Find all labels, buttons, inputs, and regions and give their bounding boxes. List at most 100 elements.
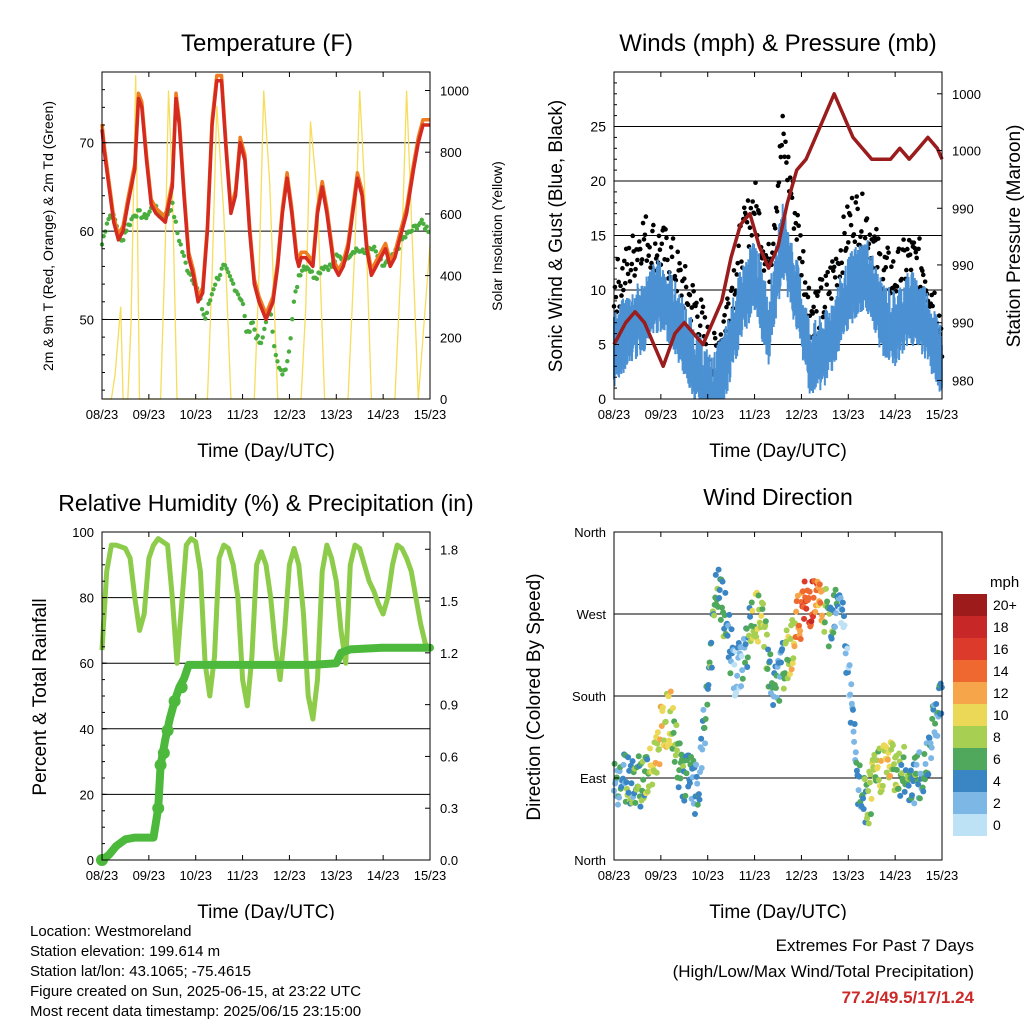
y2-tick-label: 0 [440, 392, 447, 407]
gust-point [855, 206, 860, 212]
direction-point [805, 595, 812, 602]
dewpoint-point [235, 292, 241, 297]
direction-point [927, 740, 934, 747]
gust-point [681, 276, 687, 281]
gust-point [791, 226, 797, 231]
y-tick-label: 15 [590, 228, 606, 244]
direction-point [632, 799, 639, 806]
direction-point [655, 746, 662, 753]
dewpoint-point [209, 292, 215, 297]
y2-tick-label: 0.0 [440, 853, 458, 868]
direction-point [722, 589, 729, 596]
gust-point [849, 195, 855, 201]
precipitation-point [157, 746, 170, 759]
x-tick-label: 09/23 [645, 407, 678, 422]
direction-point [744, 664, 751, 671]
y-tick-label: 0 [87, 853, 94, 868]
y-tick-label: 5 [598, 337, 606, 353]
direction-point [839, 599, 846, 606]
gust-point [795, 212, 800, 218]
gust-point [911, 240, 917, 245]
gust-point [687, 292, 693, 298]
x-tick-label: 10/23 [691, 407, 724, 422]
direction-point [659, 704, 666, 711]
gust-point [643, 214, 649, 219]
y2-tick-label: 0.6 [440, 749, 458, 764]
x-tick-label: 12/23 [273, 868, 306, 883]
extremes-subtitle: (High/Low/Max Wind/Total Precipitation) [672, 962, 974, 981]
direction-point [788, 666, 795, 673]
direction-point [721, 612, 728, 619]
gust-point [734, 272, 740, 277]
direction-point [901, 743, 908, 750]
direction-point [753, 633, 760, 640]
gust-point [731, 268, 737, 273]
direction-point [913, 761, 920, 768]
gust-point [648, 265, 653, 270]
gust-point [799, 272, 804, 278]
direction-point [739, 675, 746, 682]
direction-point [700, 706, 707, 713]
x-tick-label: 12/23 [785, 407, 818, 422]
direction-point [837, 594, 844, 601]
timestamp-text: Most recent data timestamp: 2025/06/15 2… [30, 1003, 362, 1020]
direction-point [801, 578, 808, 585]
gust-point [647, 245, 652, 250]
gust-point [811, 304, 816, 310]
dewpoint-point [142, 211, 147, 217]
direction-point [743, 625, 750, 632]
direction-point [724, 632, 731, 639]
y-tick-label: 10 [590, 282, 606, 298]
direction-point [681, 797, 688, 804]
direction-point [925, 771, 932, 778]
gust-point [772, 225, 778, 231]
direction-point [867, 771, 874, 778]
gust-point [637, 239, 642, 244]
gust-point [913, 249, 919, 255]
figure-canvas: Temperature (F) 08/23 09/23 10/23 11/23 12/2… [30, 30, 1024, 920]
direction-point [897, 792, 904, 799]
y-tick-label: 40 [80, 722, 94, 737]
dewpoint-point [176, 238, 182, 244]
dewpoint-point [263, 319, 269, 325]
direction-point [879, 782, 886, 789]
gust-point [668, 244, 674, 250]
y2-tick-label: 1000 [440, 84, 469, 99]
direction-point [865, 820, 872, 827]
gust-point [845, 240, 851, 245]
gust-point [682, 263, 688, 269]
dewpoint-point [217, 272, 223, 278]
dewpoint-point [222, 263, 228, 268]
gust-point [794, 237, 800, 242]
direction-point [670, 729, 677, 736]
temperature-xlabel: Time (Day/UTC) [197, 441, 335, 462]
direction-point [833, 610, 840, 617]
direction-point [667, 688, 674, 695]
gust-point [650, 228, 655, 234]
legend-label: 0 [993, 817, 1001, 833]
gust-point [744, 219, 750, 225]
dewpoint-point [293, 289, 298, 294]
gust-point [842, 230, 847, 236]
direction-point [846, 662, 853, 669]
direction-point [708, 664, 715, 671]
direction-point [705, 681, 712, 688]
dewpoint-point [278, 367, 283, 373]
direction-point [850, 728, 857, 735]
dewpoint-point [173, 219, 178, 224]
gust-point [726, 301, 731, 306]
gust-point [815, 293, 820, 299]
gust-point [899, 276, 905, 282]
direction-point [887, 772, 894, 779]
wind-direction-title: Wind Direction [703, 484, 853, 510]
direction-point [871, 751, 878, 758]
direction-point [742, 641, 749, 648]
dewpoint-point [201, 312, 206, 317]
y-tick-label: 0 [598, 391, 606, 407]
dewpoint-point [124, 228, 129, 233]
direction-point [740, 635, 747, 642]
direction-point [821, 628, 828, 635]
direction-point [701, 724, 708, 731]
dewpoint-point [206, 301, 211, 307]
gust-point [635, 257, 640, 263]
